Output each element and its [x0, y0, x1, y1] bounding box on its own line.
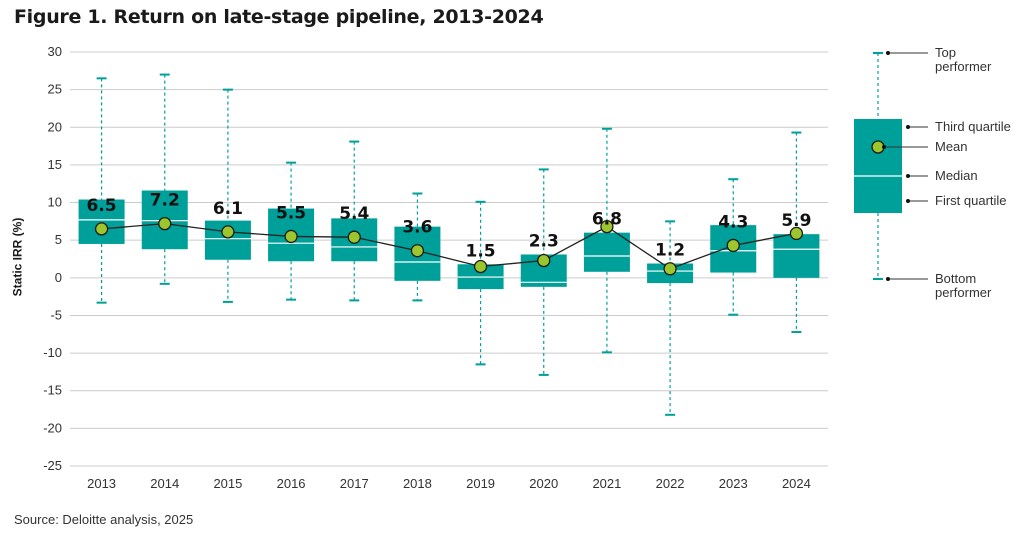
mean-data-label: 3.6: [402, 218, 432, 238]
y-tick-label: 20: [48, 119, 62, 134]
mean-data-label: 2.3: [529, 231, 559, 251]
mean-point: [158, 216, 172, 231]
legend-top-dot: [886, 51, 890, 55]
x-tick-label: 2016: [277, 476, 306, 491]
legend-mean-dot: [882, 145, 886, 149]
legend-label-first-quartile: First quartile: [935, 193, 1007, 208]
legend-label-top: Top: [935, 45, 956, 60]
box: [78, 199, 125, 244]
mean-data-label: 6.5: [87, 196, 117, 216]
y-tick-label: -15: [43, 383, 62, 398]
mean-point: [537, 253, 551, 268]
mean-point: [473, 259, 488, 274]
y-tick-label: 0: [55, 270, 62, 285]
mean-data-label: 4.3: [718, 212, 748, 232]
mean-data-label: 1.5: [466, 241, 496, 261]
source-note: Source: Deloitte analysis, 2025: [14, 512, 194, 527]
x-tick-label: 2020: [529, 476, 558, 491]
x-tick-label: 2019: [466, 476, 495, 491]
mean-point: [663, 262, 677, 276]
mean-point: [347, 230, 361, 244]
legend-median-dot: [906, 174, 910, 178]
mean-point: [221, 225, 235, 239]
y-tick-label: 15: [48, 157, 62, 172]
mean-data-label: 6.8: [592, 210, 622, 230]
y-tick-label: -5: [50, 307, 62, 322]
legend-label-bottom: Bottom: [935, 271, 976, 286]
legend-label-bottom-2: performer: [935, 285, 992, 300]
legend-bottom-dot: [886, 277, 890, 281]
mean-point: [284, 229, 298, 244]
mean-point: [600, 219, 614, 234]
mean-data-label: 5.4: [339, 204, 369, 224]
y-tick-label: -10: [43, 345, 62, 360]
x-tick-label: 2017: [340, 476, 369, 491]
mean-point: [789, 226, 804, 241]
box: [583, 232, 630, 272]
legend-q1-dot: [906, 199, 910, 203]
legend-label-third-quartile: Third quartile: [935, 119, 1011, 134]
x-tick-label: 2024: [782, 476, 811, 491]
y-tick-label: -25: [43, 458, 62, 473]
legend-label-mean: Mean: [935, 139, 968, 154]
x-tick-label: 2015: [213, 476, 242, 491]
x-tick-label: 2023: [719, 476, 748, 491]
mean-data-label: 7.2: [150, 191, 180, 211]
mean-point: [726, 238, 740, 253]
chart-title: Figure 1. Return on late-stage pipeline,…: [14, 6, 544, 28]
legend-label-median: Median: [935, 168, 978, 183]
x-tick-label: 2013: [87, 476, 116, 491]
y-tick-label: 5: [55, 232, 62, 247]
x-tick-label: 2022: [656, 476, 685, 491]
mean-point: [94, 222, 109, 236]
legend-q3-dot: [906, 125, 910, 129]
x-tick-label: 2018: [403, 476, 432, 491]
mean-data-label: 6.1: [213, 199, 243, 219]
y-tick-label: 25: [48, 82, 62, 97]
x-tick-label: 2021: [592, 476, 621, 491]
y-tick-label: 10: [48, 195, 62, 210]
mean-data-label: 5.9: [781, 211, 811, 231]
mean-point: [410, 244, 425, 258]
legend-box: [854, 119, 902, 213]
mean-trend-line: [101, 222, 797, 270]
mean-data-label: 1.2: [655, 241, 685, 261]
box: [773, 234, 820, 278]
y-tick-label: 30: [48, 44, 62, 59]
legend-label-top-2: performer: [935, 59, 992, 74]
y-tick-label: -20: [43, 420, 62, 435]
mean-data-label: 5.5: [276, 203, 306, 223]
x-tick-label: 2014: [150, 476, 179, 491]
